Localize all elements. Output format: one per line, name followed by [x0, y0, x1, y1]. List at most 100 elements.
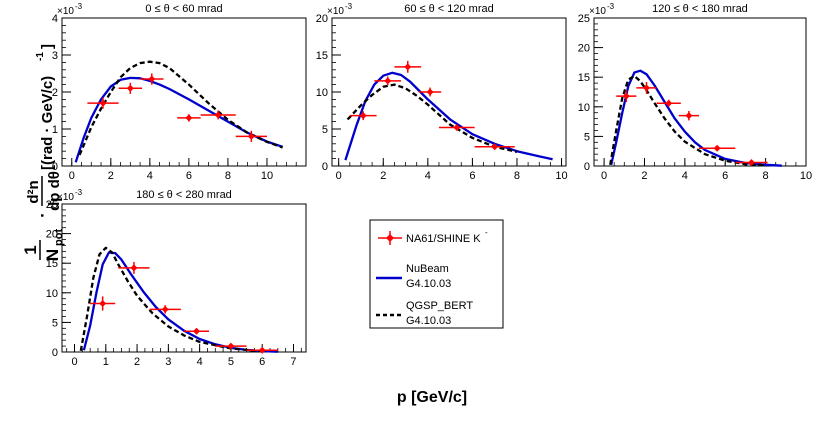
- x-tick-label: 4: [197, 356, 203, 368]
- data-point-marker: [453, 124, 461, 132]
- y-tick-label: 0: [52, 161, 58, 173]
- x-tick-label: 0: [336, 170, 342, 182]
- legend: NA61/SHINE K - NuBeam G4.10.03 QGSP_BERT…: [369, 219, 504, 329]
- panel-frame: [61, 17, 307, 167]
- data-point-marker: [665, 99, 673, 107]
- panel-title: 60 ≤ θ < 120 mrad: [404, 3, 494, 15]
- data-point: [215, 342, 247, 350]
- data-point: [474, 143, 515, 151]
- y-tick-label: 20: [316, 13, 328, 25]
- data-point: [678, 110, 699, 121]
- y-tick-label: 4: [52, 13, 58, 25]
- data-point-marker: [491, 143, 499, 151]
- y-tick-label: 0: [584, 161, 590, 173]
- legend-data-marker: [386, 234, 394, 242]
- legend-data-label: NA61/SHINE K: [406, 233, 481, 245]
- panel-frame: [593, 17, 807, 167]
- x-tick-label: 5: [228, 356, 234, 368]
- x-tick-label: 7: [290, 356, 296, 368]
- ylabel-units-exponent: -1: [35, 52, 46, 61]
- x-tick-label: 0: [71, 356, 77, 368]
- series-qgsp-line: [78, 60, 283, 156]
- panel-title: 180 ≤ θ < 280 mrad: [136, 189, 232, 201]
- data-point-marker: [126, 84, 134, 92]
- y-axis-label: 1 N pot · d²n dp dθ [(rad · GeV/c) -1 ]: [21, 44, 65, 261]
- data-point: [140, 73, 164, 85]
- panel-4: 0 5 10 15 20 25 0 1 2 3 4 5 6 7 180 ≤ θ < 280 mrad ×10-…: [46, 188, 307, 368]
- y-exponent-label: ×10: [589, 6, 606, 17]
- y-tick-label: 5: [52, 317, 58, 329]
- legend-qgsp-version: G4.10.03: [406, 315, 451, 327]
- ylabel-npot-sub: pot: [53, 229, 65, 246]
- y-exponent-power: -3: [75, 188, 83, 197]
- y-tick-label: 5: [322, 124, 328, 136]
- legend-data-label-sup: -: [485, 228, 488, 237]
- data-point: [235, 130, 267, 142]
- data-point: [90, 296, 116, 311]
- legend-nubeam-label: NuBeam: [406, 263, 449, 275]
- x-tick-label: 1: [103, 356, 109, 368]
- y-tick-label: 3: [52, 50, 58, 62]
- data-point: [374, 76, 402, 86]
- y-exponent-power: -3: [607, 2, 615, 11]
- x-tick-label: 2: [641, 170, 647, 182]
- x-tick-label: 10: [261, 170, 273, 182]
- y-tick-label: 10: [46, 288, 58, 300]
- data-point-marker: [747, 158, 755, 166]
- ylabel-denominator: dp dθ: [46, 171, 63, 211]
- data-point: [394, 60, 422, 73]
- x-axis-label: p [GeV/c]: [397, 389, 467, 406]
- x-tick-label: 8: [763, 170, 769, 182]
- x-tick-label: 2: [134, 356, 140, 368]
- data-point-marker: [130, 264, 138, 272]
- data-point-marker: [258, 346, 266, 354]
- x-tick-label: 6: [469, 170, 475, 182]
- ylabel-one: 1: [21, 245, 40, 254]
- data-point-marker: [713, 144, 721, 152]
- series-qgsp-line: [609, 74, 766, 167]
- x-tick-label: 8: [514, 170, 520, 182]
- panel-title: 0 ≤ θ < 60 mrad: [145, 3, 222, 15]
- data-point: [698, 144, 736, 152]
- x-tick-label: 3: [165, 356, 171, 368]
- x-tick-label: 8: [225, 170, 231, 182]
- series-nubeam-line: [74, 76, 283, 163]
- data-point: [438, 124, 475, 132]
- y-tick-label: 10: [316, 87, 328, 99]
- y-exponent-label: ×10: [57, 6, 74, 17]
- data-point-marker: [685, 112, 693, 120]
- y-tick-label: 20: [578, 43, 590, 55]
- ylabel-units-close: ]: [39, 44, 56, 49]
- data-point-marker: [642, 84, 650, 92]
- legend-entry-data: NA61/SHINE K -: [378, 228, 488, 245]
- x-tick-label: 2: [380, 170, 386, 182]
- y-tick-label: 25: [578, 13, 590, 25]
- y-tick-label: 1: [52, 124, 58, 136]
- panel-frame: [331, 17, 567, 167]
- series-qgsp-line: [79, 246, 263, 353]
- ylabel-units: [(rad · GeV/c): [39, 76, 56, 170]
- y-tick-label: 10: [578, 102, 590, 114]
- data-point: [636, 81, 657, 94]
- data-point-marker: [426, 88, 434, 96]
- series-nubeam-line: [610, 69, 782, 167]
- y-tick-label: 15: [578, 72, 590, 84]
- x-tick-label: 10: [800, 170, 812, 182]
- x-tick-label: 10: [555, 170, 567, 182]
- data-point: [118, 262, 150, 274]
- data-point-marker: [247, 132, 255, 140]
- x-tick-label: 2: [108, 170, 114, 182]
- data-point: [184, 327, 210, 335]
- legend-entry-qgsp: QGSP_BERT G4.10.03: [376, 300, 473, 327]
- data-point: [656, 99, 681, 107]
- ylabel-npot: N: [43, 249, 62, 261]
- x-tick-label: 0: [601, 170, 607, 182]
- data-point-marker: [214, 111, 222, 119]
- legend-entry-nubeam: NuBeam G4.10.03: [376, 263, 451, 290]
- data-point: [349, 111, 377, 121]
- y-tick-label: 15: [46, 258, 58, 270]
- y-exponent-label: ×10: [327, 6, 344, 17]
